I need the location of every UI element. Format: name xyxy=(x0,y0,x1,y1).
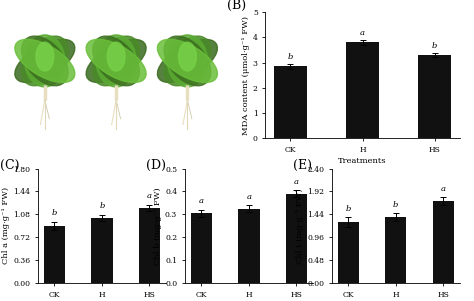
Text: H: H xyxy=(112,137,120,146)
Text: b: b xyxy=(52,209,57,217)
Text: (C): (C) xyxy=(0,160,19,172)
Text: (D): (D) xyxy=(146,160,166,172)
Text: HS: HS xyxy=(181,137,194,146)
Text: a: a xyxy=(441,185,446,193)
Text: (B): (B) xyxy=(227,0,246,12)
Ellipse shape xyxy=(25,35,65,87)
Bar xyxy=(346,42,379,138)
Ellipse shape xyxy=(157,39,218,82)
Bar xyxy=(286,194,307,283)
Bar xyxy=(337,222,359,283)
Bar xyxy=(238,209,260,283)
Ellipse shape xyxy=(15,39,75,82)
Text: b: b xyxy=(99,202,105,210)
Ellipse shape xyxy=(179,42,196,71)
Ellipse shape xyxy=(167,35,208,87)
Text: b: b xyxy=(393,201,399,209)
Bar xyxy=(433,201,454,283)
Text: a: a xyxy=(147,192,152,200)
Bar xyxy=(44,226,65,283)
Text: (A): (A) xyxy=(11,12,30,25)
Text: a: a xyxy=(199,197,204,205)
Bar xyxy=(419,55,451,138)
Bar xyxy=(139,208,160,283)
Ellipse shape xyxy=(164,36,211,86)
Y-axis label: Chl t (mg·g⁻¹ FW): Chl t (mg·g⁻¹ FW) xyxy=(296,188,304,264)
Ellipse shape xyxy=(93,36,139,86)
Ellipse shape xyxy=(86,39,146,82)
Text: a: a xyxy=(294,178,299,186)
Bar xyxy=(191,213,212,283)
Text: b: b xyxy=(346,205,351,213)
Bar xyxy=(274,67,307,138)
Ellipse shape xyxy=(157,39,218,82)
Ellipse shape xyxy=(21,36,68,86)
X-axis label: Treatments: Treatments xyxy=(338,157,387,165)
Text: b: b xyxy=(288,53,293,61)
Y-axis label: Chl b (mg·g⁻¹ FW): Chl b (mg·g⁻¹ FW) xyxy=(154,187,162,265)
Ellipse shape xyxy=(15,39,75,82)
Ellipse shape xyxy=(96,35,136,87)
Ellipse shape xyxy=(36,42,54,71)
Text: a: a xyxy=(246,193,251,200)
Text: b: b xyxy=(432,42,438,51)
Ellipse shape xyxy=(93,36,139,86)
Text: CK: CK xyxy=(38,137,52,146)
Y-axis label: Chl a (mg·g⁻¹ FW): Chl a (mg·g⁻¹ FW) xyxy=(2,187,10,264)
Ellipse shape xyxy=(86,39,146,82)
Bar xyxy=(385,217,407,283)
Text: (E): (E) xyxy=(293,160,312,172)
Bar xyxy=(91,218,113,283)
Text: a: a xyxy=(360,29,365,37)
Ellipse shape xyxy=(21,36,68,86)
Ellipse shape xyxy=(164,36,211,86)
Ellipse shape xyxy=(107,42,125,71)
Y-axis label: MDA content (μmol·g⁻¹ FW): MDA content (μmol·g⁻¹ FW) xyxy=(242,16,250,135)
